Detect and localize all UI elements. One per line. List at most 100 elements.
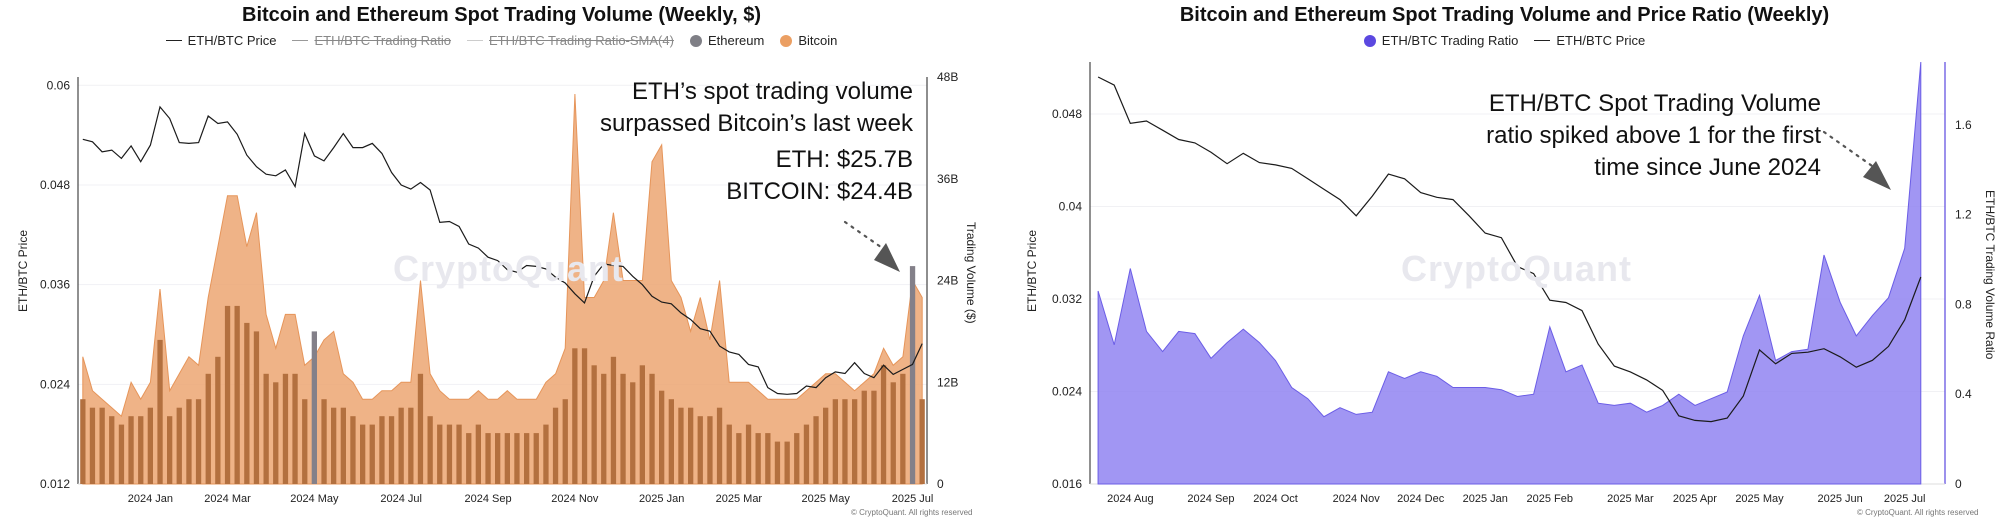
ethereum-bar bbox=[649, 373, 655, 484]
ethereum-bar bbox=[437, 424, 443, 484]
left-legend-label: ETH/BTC Trading Ratio-SMA(4) bbox=[489, 33, 674, 48]
ethereum-bar bbox=[774, 441, 781, 484]
ethereum-bar bbox=[224, 305, 231, 484]
left-legend-swatch bbox=[780, 34, 793, 47]
ethereum-bar bbox=[485, 433, 491, 484]
left-x-tick: 2024 Jan bbox=[128, 493, 173, 505]
left-legend-swatch bbox=[467, 40, 484, 41]
left-annotation: ETH’s spot trading volume surpassed Bitc… bbox=[600, 76, 913, 208]
left-y-left-tick: 0.048 bbox=[40, 178, 70, 192]
left-legend-label: ETH/BTC Price bbox=[187, 33, 277, 48]
left-chart-title: Bitcoin and Ethereum Spot Trading Volume… bbox=[242, 4, 761, 26]
ethereum-bar bbox=[128, 416, 134, 484]
left-legend-item[interactable]: ETH/BTC Price bbox=[165, 33, 277, 48]
ethereum-bar bbox=[369, 424, 375, 484]
left-legend-item[interactable]: Bitcoin bbox=[780, 33, 837, 48]
left-chart-legend: ETH/BTC Price ETH/BTC Trading Ratio ETH/BT… bbox=[0, 33, 1003, 48]
ethereum-bar bbox=[543, 424, 549, 484]
left-chart-panel: Bitcoin and Ethereum Spot Trading Volume… bbox=[0, 4, 1003, 517]
ethereum-bar bbox=[552, 407, 559, 484]
ethereum-bar bbox=[842, 399, 848, 484]
ethereum-bar bbox=[581, 348, 588, 484]
ethereum-bar bbox=[99, 407, 105, 484]
right-watermark: CryptoQuant bbox=[1401, 248, 1632, 289]
trading-ratio-area bbox=[1097, 61, 1922, 485]
ethereum-bar bbox=[408, 407, 414, 484]
ethereum-bar bbox=[803, 424, 810, 484]
left-annotation-btc-value: BITCOIN: $24.4B bbox=[726, 178, 913, 205]
ethereum-bar bbox=[890, 382, 896, 485]
ethereum-bar bbox=[832, 399, 838, 484]
left-legend-label: Ethereum bbox=[707, 33, 765, 48]
right-x-tick: 2024 Dec bbox=[1397, 493, 1445, 505]
ethereum-bar bbox=[417, 373, 424, 484]
right-legend-item[interactable]: ETH/BTC Trading Ratio bbox=[1363, 33, 1518, 48]
ethereum-bar bbox=[495, 433, 501, 484]
left-legend-item[interactable]: ETH/BTC Trading Ratio-SMA(4) bbox=[467, 33, 674, 48]
right-y-right-title: ETH/BTC Trading Volume Ratio bbox=[1983, 190, 1997, 360]
ethereum-bar bbox=[89, 407, 96, 484]
ethereum-bar bbox=[118, 424, 125, 484]
left-x-tick: 2025 Jan bbox=[639, 493, 684, 505]
left-x-tick: 2025 May bbox=[802, 493, 851, 505]
ethereum-bar bbox=[736, 433, 742, 484]
ethereum-bar bbox=[311, 331, 317, 484]
left-x-tick: 2025 Jul bbox=[892, 493, 934, 505]
left-legend-label: ETH/BTC Trading Ratio bbox=[314, 33, 452, 48]
ethereum-bar bbox=[716, 407, 723, 484]
ethereum-bar bbox=[215, 356, 221, 484]
ethereum-bar bbox=[871, 390, 877, 484]
left-y-right-tick: 48B bbox=[937, 70, 958, 84]
ethereum-bar bbox=[620, 373, 626, 484]
ethereum-bar bbox=[659, 390, 665, 484]
right-legend-item[interactable]: ETH/BTC Price bbox=[1534, 33, 1645, 48]
ethereum-bar bbox=[282, 373, 289, 484]
right-x-tick: 2025 Jul bbox=[1884, 493, 1926, 505]
ethereum-bar bbox=[302, 399, 308, 484]
ethereum-bar bbox=[726, 424, 732, 484]
ethereum-bar bbox=[697, 416, 703, 484]
right-chart-title: Bitcoin and Ethereum Spot Trading Volume… bbox=[1179, 4, 1830, 26]
ethereum-bar bbox=[350, 416, 356, 484]
ethereum-bar bbox=[157, 339, 163, 484]
right-x-tick: 2024 Oct bbox=[1253, 493, 1298, 505]
ethereum-bar bbox=[234, 305, 240, 484]
ethereum-bar bbox=[186, 399, 192, 484]
right-annotation-arrow-shaft bbox=[1822, 130, 1877, 170]
right-annotation-line: ETH/BTC Spot Trading Volume bbox=[1488, 90, 1821, 117]
right-y-left-title: ETH/BTC Price bbox=[1025, 229, 1039, 312]
left-y-right-tick: 24B bbox=[937, 274, 958, 288]
left-y-right-tick: 36B bbox=[937, 172, 958, 186]
ethereum-bar bbox=[601, 373, 607, 484]
ethereum-bar bbox=[398, 407, 404, 484]
right-x-tick: 2024 Aug bbox=[1107, 493, 1154, 505]
left-legend-swatch bbox=[292, 40, 309, 41]
right-y-right-tick: 0.4 bbox=[1955, 387, 1972, 401]
right-y-left-tick: 0.04 bbox=[1059, 200, 1083, 214]
ethereum-bar bbox=[533, 433, 539, 484]
left-x-tick: 2024 Jul bbox=[380, 493, 422, 505]
ethereum-bar bbox=[273, 382, 279, 485]
ethereum-bar bbox=[794, 433, 800, 484]
ethereum-bar bbox=[861, 390, 867, 484]
ethereum-bar bbox=[475, 424, 481, 484]
ethereum-bar bbox=[707, 416, 713, 484]
ethereum-bar bbox=[331, 407, 337, 484]
left-legend-label: Bitcoin bbox=[798, 33, 838, 48]
right-y-left-tick: 0.024 bbox=[1052, 385, 1082, 399]
left-y-left-tick: 0.06 bbox=[47, 78, 71, 92]
right-x-tick: 2025 Feb bbox=[1527, 493, 1573, 505]
left-legend-item[interactable]: Ethereum bbox=[689, 33, 765, 48]
left-legend-item[interactable]: ETH/BTC Trading Ratio bbox=[292, 33, 451, 48]
ethereum-bar bbox=[80, 399, 86, 484]
left-x-tick: 2024 May bbox=[290, 493, 339, 505]
left-x-tick: 2025 Mar bbox=[716, 493, 763, 505]
ethereum-bar bbox=[205, 373, 211, 484]
ethereum-bar bbox=[784, 441, 790, 484]
eth-btc-price-line bbox=[82, 105, 923, 395]
left-annotation-eth-value: ETH: $25.7B bbox=[775, 146, 913, 173]
ethereum-bar bbox=[630, 382, 636, 485]
ethereum-bar bbox=[909, 266, 916, 484]
right-y-right-tick: 0 bbox=[1955, 477, 1962, 491]
right-x-tick: 2025 Apr bbox=[1673, 493, 1717, 505]
